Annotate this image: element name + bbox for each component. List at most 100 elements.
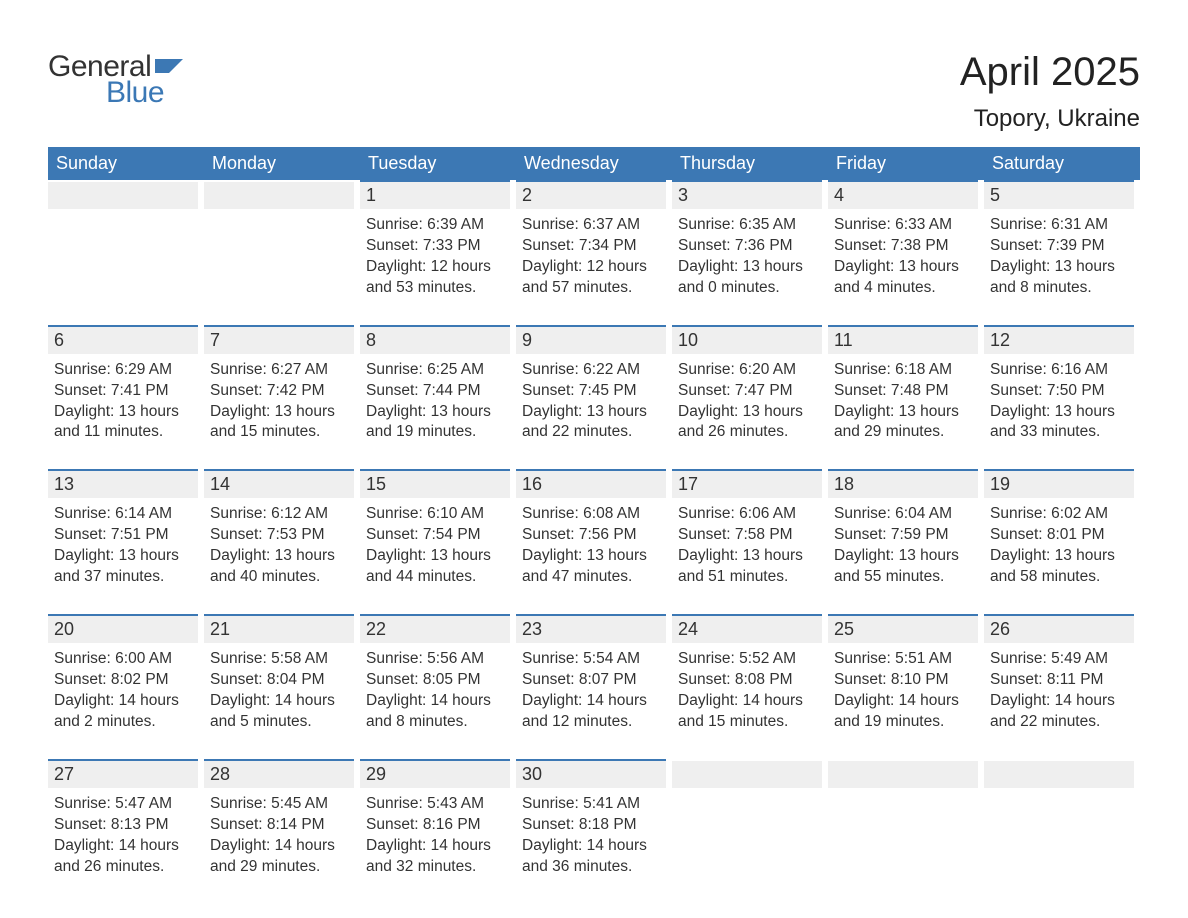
dl1-text: Daylight: 13 hours <box>366 546 506 567</box>
day-body: Sunrise: 6:27 AMSunset: 7:42 PMDaylight:… <box>204 354 354 448</box>
day-number: 2 <box>516 180 666 209</box>
day-body: Sunrise: 6:04 AMSunset: 7:59 PMDaylight:… <box>828 498 978 592</box>
dl2-text: and 2 minutes. <box>54 712 194 733</box>
dl2-text: and 22 minutes. <box>522 422 662 443</box>
sunrise-text: Sunrise: 6:22 AM <box>522 360 662 381</box>
dl2-text: and 40 minutes. <box>210 567 350 588</box>
day-body: Sunrise: 5:58 AMSunset: 8:04 PMDaylight:… <box>204 643 354 737</box>
dl2-text: and 11 minutes. <box>54 422 194 443</box>
day-cell: 29Sunrise: 5:43 AMSunset: 8:16 PMDayligh… <box>360 759 516 888</box>
dl2-text: and 4 minutes. <box>834 278 974 299</box>
location-label: Topory, Ukraine <box>960 105 1140 133</box>
day-number: 10 <box>672 325 822 354</box>
dl2-text: and 37 minutes. <box>54 567 194 588</box>
sunrise-text: Sunrise: 6:06 AM <box>678 504 818 525</box>
day-cell <box>204 180 360 309</box>
dl2-text: and 57 minutes. <box>522 278 662 299</box>
sunrise-text: Sunrise: 6:18 AM <box>834 360 974 381</box>
dl1-text: Daylight: 13 hours <box>522 546 662 567</box>
day-number: 8 <box>360 325 510 354</box>
sunrise-text: Sunrise: 5:58 AM <box>210 649 350 670</box>
dl2-text: and 36 minutes. <box>522 857 662 878</box>
day-number: 22 <box>360 614 510 643</box>
day-cell: 18Sunrise: 6:04 AMSunset: 7:59 PMDayligh… <box>828 469 984 598</box>
sunset-text: Sunset: 8:01 PM <box>990 525 1130 546</box>
day-body: Sunrise: 6:31 AMSunset: 7:39 PMDaylight:… <box>984 209 1134 303</box>
header: General Blue April 2025 Topory, Ukraine <box>48 50 1140 133</box>
day-cell: 26Sunrise: 5:49 AMSunset: 8:11 PMDayligh… <box>984 614 1140 743</box>
dl2-text: and 19 minutes. <box>366 422 506 443</box>
dl2-text: and 33 minutes. <box>990 422 1130 443</box>
sunrise-text: Sunrise: 5:51 AM <box>834 649 974 670</box>
dow-sunday: Sunday <box>48 147 204 180</box>
sunrise-text: Sunrise: 6:04 AM <box>834 504 974 525</box>
day-number: 9 <box>516 325 666 354</box>
day-cell: 23Sunrise: 5:54 AMSunset: 8:07 PMDayligh… <box>516 614 672 743</box>
day-number: 21 <box>204 614 354 643</box>
dl1-text: Daylight: 13 hours <box>834 257 974 278</box>
day-cell: 7Sunrise: 6:27 AMSunset: 7:42 PMDaylight… <box>204 325 360 454</box>
sunset-text: Sunset: 8:18 PM <box>522 815 662 836</box>
day-number <box>672 759 822 788</box>
dow-wednesday: Wednesday <box>516 147 672 180</box>
dl2-text: and 19 minutes. <box>834 712 974 733</box>
day-body: Sunrise: 5:54 AMSunset: 8:07 PMDaylight:… <box>516 643 666 737</box>
sunset-text: Sunset: 7:33 PM <box>366 236 506 257</box>
day-number: 14 <box>204 469 354 498</box>
day-number: 18 <box>828 469 978 498</box>
day-cell: 15Sunrise: 6:10 AMSunset: 7:54 PMDayligh… <box>360 469 516 598</box>
day-cell: 5Sunrise: 6:31 AMSunset: 7:39 PMDaylight… <box>984 180 1140 309</box>
day-body: Sunrise: 6:22 AMSunset: 7:45 PMDaylight:… <box>516 354 666 448</box>
dl1-text: Daylight: 13 hours <box>678 257 818 278</box>
sunrise-text: Sunrise: 6:31 AM <box>990 215 1130 236</box>
day-of-week-header: Sunday Monday Tuesday Wednesday Thursday… <box>48 147 1140 180</box>
sunrise-text: Sunrise: 5:45 AM <box>210 794 350 815</box>
day-number: 15 <box>360 469 510 498</box>
dl2-text: and 26 minutes. <box>678 422 818 443</box>
dl2-text: and 22 minutes. <box>990 712 1130 733</box>
day-number: 27 <box>48 759 198 788</box>
day-number: 26 <box>984 614 1134 643</box>
day-body: Sunrise: 6:10 AMSunset: 7:54 PMDaylight:… <box>360 498 510 592</box>
week-row: 27Sunrise: 5:47 AMSunset: 8:13 PMDayligh… <box>48 759 1140 888</box>
day-number: 13 <box>48 469 198 498</box>
dl2-text: and 51 minutes. <box>678 567 818 588</box>
day-body: Sunrise: 5:41 AMSunset: 8:18 PMDaylight:… <box>516 788 666 882</box>
sunrise-text: Sunrise: 6:29 AM <box>54 360 194 381</box>
sunrise-text: Sunrise: 6:33 AM <box>834 215 974 236</box>
sunset-text: Sunset: 7:39 PM <box>990 236 1130 257</box>
sunset-text: Sunset: 7:38 PM <box>834 236 974 257</box>
day-cell: 11Sunrise: 6:18 AMSunset: 7:48 PMDayligh… <box>828 325 984 454</box>
sunrise-text: Sunrise: 6:25 AM <box>366 360 506 381</box>
day-cell: 30Sunrise: 5:41 AMSunset: 8:18 PMDayligh… <box>516 759 672 888</box>
day-cell: 24Sunrise: 5:52 AMSunset: 8:08 PMDayligh… <box>672 614 828 743</box>
sunset-text: Sunset: 8:05 PM <box>366 670 506 691</box>
day-body: Sunrise: 6:25 AMSunset: 7:44 PMDaylight:… <box>360 354 510 448</box>
dl2-text: and 8 minutes. <box>366 712 506 733</box>
day-number <box>48 180 198 209</box>
day-cell: 16Sunrise: 6:08 AMSunset: 7:56 PMDayligh… <box>516 469 672 598</box>
day-number: 20 <box>48 614 198 643</box>
sunrise-text: Sunrise: 6:14 AM <box>54 504 194 525</box>
day-cell: 14Sunrise: 6:12 AMSunset: 7:53 PMDayligh… <box>204 469 360 598</box>
dl1-text: Daylight: 13 hours <box>678 546 818 567</box>
day-cell: 25Sunrise: 5:51 AMSunset: 8:10 PMDayligh… <box>828 614 984 743</box>
day-cell: 1Sunrise: 6:39 AMSunset: 7:33 PMDaylight… <box>360 180 516 309</box>
sunset-text: Sunset: 8:11 PM <box>990 670 1130 691</box>
day-body: Sunrise: 6:00 AMSunset: 8:02 PMDaylight:… <box>48 643 198 737</box>
dl1-text: Daylight: 12 hours <box>366 257 506 278</box>
sunrise-text: Sunrise: 6:12 AM <box>210 504 350 525</box>
dl1-text: Daylight: 13 hours <box>54 546 194 567</box>
dl1-text: Daylight: 14 hours <box>54 691 194 712</box>
day-body: Sunrise: 6:02 AMSunset: 8:01 PMDaylight:… <box>984 498 1134 592</box>
day-cell: 4Sunrise: 6:33 AMSunset: 7:38 PMDaylight… <box>828 180 984 309</box>
dl1-text: Daylight: 13 hours <box>210 546 350 567</box>
dl1-text: Daylight: 13 hours <box>990 257 1130 278</box>
sunset-text: Sunset: 8:08 PM <box>678 670 818 691</box>
dl1-text: Daylight: 14 hours <box>54 836 194 857</box>
sunset-text: Sunset: 7:59 PM <box>834 525 974 546</box>
dl1-text: Daylight: 14 hours <box>210 691 350 712</box>
day-body: Sunrise: 6:20 AMSunset: 7:47 PMDaylight:… <box>672 354 822 448</box>
day-body: Sunrise: 5:52 AMSunset: 8:08 PMDaylight:… <box>672 643 822 737</box>
day-number <box>984 759 1134 788</box>
